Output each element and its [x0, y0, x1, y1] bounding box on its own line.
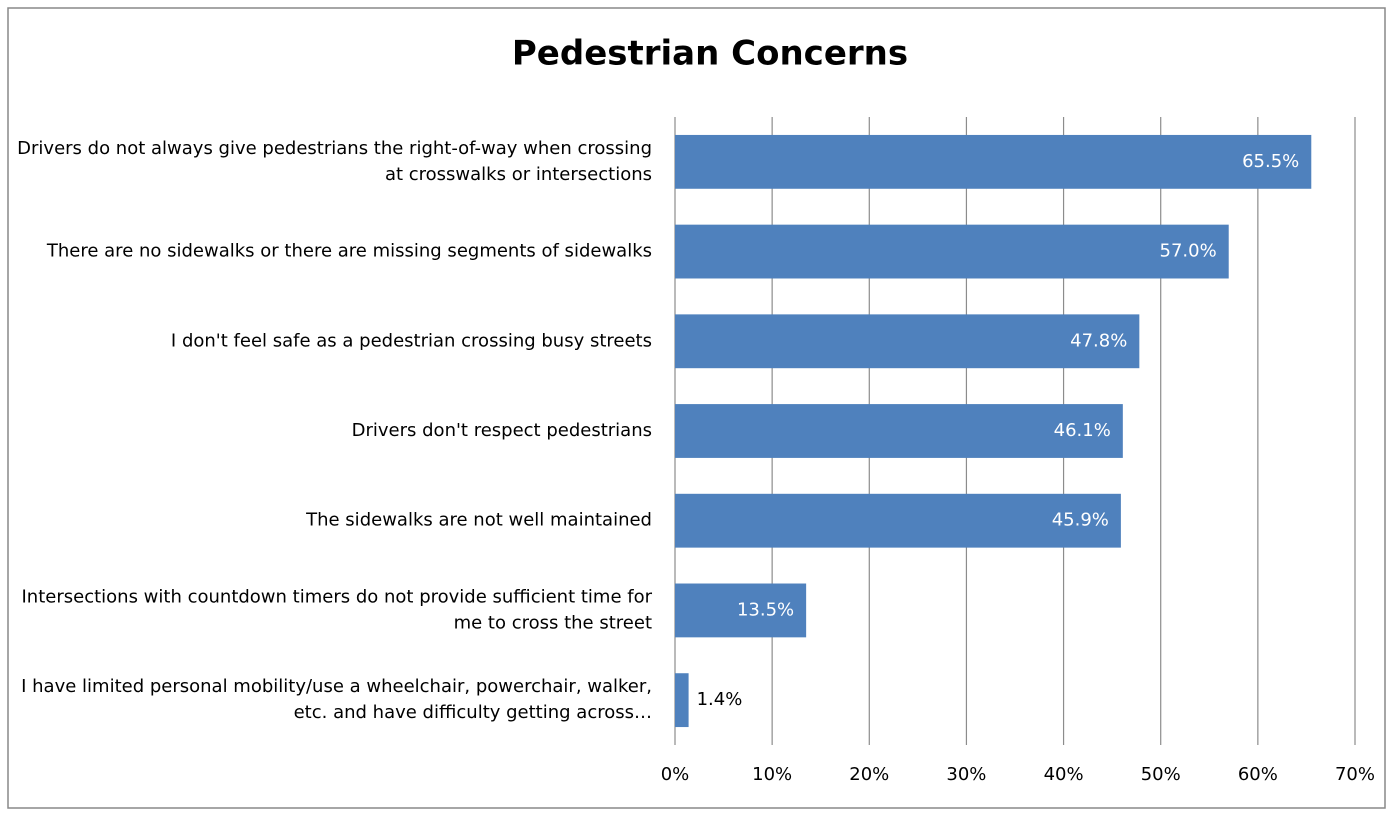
- x-tick-label: 20%: [849, 764, 889, 785]
- y-tick-label: I have limited personal mobility/use a w…: [21, 676, 652, 723]
- bar: [675, 134, 1312, 189]
- y-tick-label: Drivers don't respect pedestrians: [352, 420, 652, 441]
- y-tick-label: I don't feel safe as a pedestrian crossi…: [171, 330, 652, 351]
- chart-title: Pedestrian Concerns: [512, 34, 908, 74]
- bar: [675, 493, 1121, 548]
- x-tick-label: 60%: [1238, 764, 1278, 785]
- y-tick-label: Intersections with countdown timers do n…: [22, 586, 653, 633]
- y-tick-label: There are no sidewalks or there are miss…: [46, 241, 652, 262]
- bar: [675, 404, 1123, 458]
- value-label: 47.8%: [1070, 330, 1127, 351]
- value-label: 65.5%: [1242, 151, 1299, 172]
- bar: [675, 583, 807, 638]
- value-label: 57.0%: [1160, 241, 1217, 262]
- y-tick-label: Drivers do not always give pedestrians t…: [17, 138, 652, 185]
- bar: [675, 314, 1140, 369]
- value-label: 13.5%: [737, 599, 794, 620]
- x-tick-label: 0%: [661, 764, 690, 785]
- x-tick-label: 30%: [946, 764, 986, 785]
- x-tick-label: 70%: [1335, 764, 1375, 785]
- bar: [675, 224, 1229, 279]
- x-tick-label: 10%: [752, 764, 792, 785]
- value-label: 45.9%: [1052, 510, 1109, 531]
- bar: [675, 673, 689, 728]
- x-tick-label: 40%: [1044, 764, 1084, 785]
- value-label: 1.4%: [697, 689, 743, 710]
- x-tick-label: 50%: [1141, 764, 1181, 785]
- y-tick-label: The sidewalks are not well maintained: [305, 510, 652, 531]
- value-label: 46.1%: [1054, 420, 1111, 441]
